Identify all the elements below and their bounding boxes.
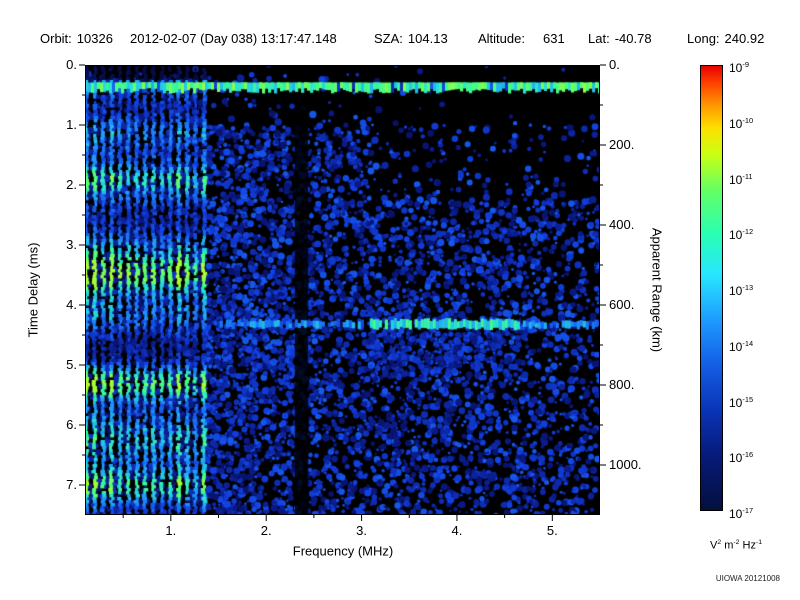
range-tick-label: 800. — [609, 377, 635, 392]
x-tick-label: 1. — [165, 523, 177, 538]
range-tick-label: 400. — [609, 217, 635, 232]
longitude-field: Long: 240.92 — [687, 31, 764, 46]
y-tick-label: 5. — [66, 357, 77, 372]
colorbar-tick-label: 10-9 — [729, 60, 749, 75]
orbit-value: 10326 — [76, 31, 113, 46]
x-axis-label: Frequency (MHz) — [292, 543, 394, 559]
right-axis-label: Apparent Range (km) — [649, 227, 665, 353]
x-tick-label: 4. — [451, 523, 463, 538]
sza-field: SZA: 104.13 — [374, 31, 448, 46]
colorbar-tick-label: 10-15 — [729, 394, 754, 410]
y-tick-label: 4. — [66, 297, 77, 312]
altitude-value: 631 — [542, 31, 565, 46]
sza-value: 104.13 — [407, 31, 448, 46]
colorbar-tick-label: 10-10 — [729, 115, 754, 131]
datetime-field: 2012-02-07 (Day 038) 13:17:47.148 — [130, 31, 337, 46]
colorbar-tick-label: 10-16 — [729, 450, 754, 466]
sza-label: SZA: — [374, 31, 403, 46]
y-tick-label: 0. — [66, 57, 77, 72]
colorbar-tick-label: 10-14 — [729, 338, 754, 354]
x-tick-label: 5. — [546, 523, 558, 538]
x-tick-label: 3. — [356, 523, 367, 538]
longitude-value: 240.92 — [724, 31, 765, 46]
y-tick-label: 3. — [66, 237, 77, 252]
altitude-label: Altitude: — [478, 31, 525, 46]
colorbar-units-label: V2 m-2 Hz-1 — [710, 539, 762, 552]
latitude-value: -40.78 — [614, 31, 652, 46]
y-tick-label: 7. — [66, 477, 77, 492]
credit-text: UIOWA 20121008 — [715, 574, 780, 583]
orbit-label: Orbit: — [40, 31, 72, 46]
range-tick-label: 0. — [609, 57, 620, 72]
colorbar-tick-label: 10-13 — [729, 283, 754, 298]
latitude-label: Lat: — [588, 31, 610, 46]
datetime-value: 2012-02-07 (Day 038) 13:17:47.148 — [130, 31, 337, 46]
y-tick-label: 6. — [66, 417, 77, 432]
altitude-field: Altitude: 631 — [478, 31, 565, 46]
y-tick-label: 1. — [66, 117, 77, 132]
colorbar-tick-label: 10-11 — [729, 171, 753, 187]
colorbar — [700, 65, 723, 511]
latitude-field: Lat: -40.78 — [588, 31, 652, 46]
spectrogram-canvas — [85, 65, 600, 515]
range-tick-label: 200. — [609, 137, 635, 152]
header-bar: Orbit: 10326 2012-02-07 (Day 038) 13:17:4… — [0, 31, 800, 47]
longitude-label: Long: — [687, 31, 720, 46]
x-tick-label: 2. — [260, 523, 272, 538]
range-tick-label: 600. — [609, 297, 635, 312]
y-axis-label: Time Delay (ms) — [25, 242, 41, 338]
colorbar-tick-label: 10-17 — [729, 506, 754, 521]
orbit-field: Orbit: 10326 — [40, 31, 113, 46]
colorbar-tick-label: 10-12 — [729, 227, 754, 243]
y-tick-label: 2. — [66, 177, 77, 192]
range-tick-label: 1000. — [609, 457, 642, 472]
